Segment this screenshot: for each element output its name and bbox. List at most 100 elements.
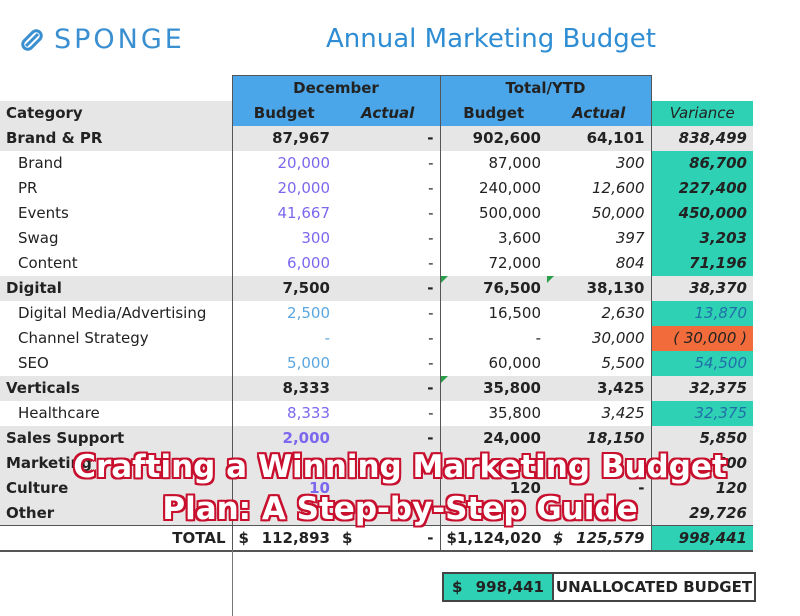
table-row: Channel Strategy - - - 30,000 ( 30,000 ) bbox=[0, 325, 753, 351]
dec-budget-cell: 2,000 bbox=[231, 425, 336, 451]
dec-budget-cell bbox=[231, 450, 336, 476]
dec-actual-cell: - bbox=[336, 400, 441, 426]
variance-cell: 227,400 bbox=[651, 175, 753, 201]
dec-budget-cell: 8,333 bbox=[231, 400, 336, 426]
category-cell: Digital bbox=[0, 275, 232, 301]
total-budget-cell: 240,000 bbox=[478, 179, 541, 197]
dec-budget-cell: 8,333 bbox=[231, 375, 336, 401]
total-actual-cell: 397 bbox=[547, 225, 652, 251]
dec-actual-cell: - bbox=[336, 275, 441, 301]
total-actual-cell: 50,000 bbox=[547, 200, 652, 226]
logo-text: SPONGE bbox=[54, 24, 185, 55]
total-actual-cell: 38,130 bbox=[547, 275, 652, 301]
category-cell: Brand & PR bbox=[0, 125, 232, 151]
variance-cell: 13,870 bbox=[651, 300, 753, 326]
dec-actual-cell: - bbox=[336, 350, 441, 376]
total-ytd-budget-cell: $1,124,020 bbox=[440, 525, 547, 552]
category-cell: Sales Support bbox=[0, 425, 232, 451]
total-budget-cell: 500,000 bbox=[478, 204, 541, 222]
total-actual-cell: 64,101 bbox=[547, 125, 652, 151]
variance-cell: 86,700 bbox=[651, 150, 753, 176]
dec-budget-cell: 10 bbox=[231, 475, 336, 501]
total-budget-cell: 35,800 bbox=[440, 375, 547, 401]
dec-budget-cell: 20,000 bbox=[231, 175, 336, 201]
currency-symbol: $ bbox=[342, 528, 353, 547]
variance-cell: 120 bbox=[651, 475, 753, 501]
dec-actual-cell: - bbox=[336, 175, 441, 201]
table-row: Events 41,667 - 500,000 50,000 450,000 bbox=[0, 200, 753, 226]
column-divider bbox=[232, 550, 233, 616]
dec-budget-cell: 300 bbox=[231, 225, 336, 251]
total-actual-cell: 12,600 bbox=[547, 175, 652, 201]
currency-symbol: $ bbox=[452, 578, 463, 596]
total-actual-cell: 804 bbox=[547, 250, 652, 276]
category-cell: Content bbox=[18, 254, 78, 272]
column-header-variance: Variance bbox=[651, 100, 753, 126]
total-budget-cell: 120 bbox=[440, 475, 547, 501]
variance-cell: 3,203 bbox=[651, 225, 753, 251]
total-actual-cell: 30,000 bbox=[547, 325, 652, 351]
total-label: TOTAL bbox=[0, 525, 232, 552]
total-actual-cell: 18,150 bbox=[547, 425, 652, 451]
dec-actual-cell: - bbox=[336, 375, 441, 401]
dec-actual-cell: - bbox=[336, 300, 441, 326]
budget-table: December Total/YTD Category Budget Actua… bbox=[0, 75, 753, 552]
currency-symbol: $ bbox=[446, 528, 457, 547]
total-variance-cell: 998,441 bbox=[651, 525, 753, 552]
total-budget-cell: 87,000 bbox=[488, 154, 542, 172]
dec-budget-cell: 7,500 bbox=[231, 275, 336, 301]
table-group-header: December Total/YTD bbox=[0, 75, 753, 101]
category-cell: Culture bbox=[0, 475, 232, 501]
total-actual-cell: 300 bbox=[547, 150, 652, 176]
dec-actual-cell bbox=[336, 475, 441, 501]
dec-actual-cell: - bbox=[336, 200, 441, 226]
table-column-header: Category Budget Actual Budget Actual Var… bbox=[0, 100, 753, 126]
currency-symbol: $ bbox=[238, 528, 249, 547]
sponge-logo-icon bbox=[18, 26, 46, 54]
category-cell: Events bbox=[18, 204, 69, 222]
total-actual-cell: 5,500 bbox=[547, 350, 652, 376]
category-cell: SEO bbox=[18, 354, 49, 372]
variance-cell-negative: ( 30,000 ) bbox=[651, 325, 753, 351]
group-header-total-ytd: Total/YTD bbox=[439, 75, 652, 101]
total-row: TOTAL $112,893 $ - $1,124,020 $125,579 99… bbox=[0, 525, 753, 552]
table-row: Healthcare 8,333 - 35,800 3,425 32,375 bbox=[0, 400, 753, 426]
variance-cell: 29,726 bbox=[651, 500, 753, 526]
dec-actual-cell: - bbox=[336, 250, 441, 276]
total-actual-cell: 2,630 bbox=[547, 300, 652, 326]
table-row: Sales Support 2,000 - 24,000 18,150 5,85… bbox=[0, 425, 753, 451]
total-budget-cell: 76,500 bbox=[440, 275, 547, 301]
table-row: Verticals 8,333 - 35,800 3,425 32,375 bbox=[0, 375, 753, 401]
table-row: Brand & PR 87,967 - 902,600 64,101 838,4… bbox=[0, 125, 753, 151]
dec-actual-cell: - bbox=[336, 425, 441, 451]
variance-cell: 32,375 bbox=[651, 375, 753, 401]
total-actual-cell bbox=[547, 500, 652, 526]
total-dec-budget-cell: $112,893 bbox=[231, 525, 336, 552]
category-cell: Healthcare bbox=[18, 404, 100, 422]
table-row: Content 6,000 - 72,000 804 71,196 bbox=[0, 250, 753, 276]
variance-cell: 32,375 bbox=[651, 400, 753, 426]
dec-actual-cell bbox=[336, 500, 441, 526]
table-row: Brand 20,000 - 87,000 300 86,700 bbox=[0, 150, 753, 176]
variance-cell: 450,000 bbox=[651, 200, 753, 226]
dec-budget-cell: 5,000 bbox=[231, 350, 336, 376]
total-budget-cell: 72,000 bbox=[488, 254, 542, 272]
category-cell: Brand bbox=[18, 154, 63, 172]
dec-actual-cell: - bbox=[336, 150, 441, 176]
total-actual-cell bbox=[547, 450, 652, 476]
total-dec-actual-cell: $ - bbox=[336, 525, 441, 552]
currency-symbol: $ bbox=[553, 528, 564, 547]
dec-actual-cell: - bbox=[336, 225, 441, 251]
dec-budget-cell: 6,000 bbox=[231, 250, 336, 276]
total-budget-cell: 16,500 bbox=[488, 304, 542, 322]
total-budget-cell: 902,600 bbox=[440, 125, 547, 151]
variance-cell: 54,500 bbox=[651, 350, 753, 376]
table-row: SEO 5,000 - 60,000 5,500 54,500 bbox=[0, 350, 753, 376]
table-row: Culture 10 120 - 120 bbox=[0, 475, 753, 501]
total-actual-cell: 3,425 bbox=[547, 375, 652, 401]
variance-cell: 500 bbox=[651, 450, 753, 476]
table-row: PR 20,000 - 240,000 12,600 227,400 bbox=[0, 175, 753, 201]
group-header-december: December bbox=[231, 75, 441, 101]
total-ytd-actual-cell: $125,579 bbox=[547, 525, 652, 552]
category-cell: PR bbox=[18, 179, 38, 197]
